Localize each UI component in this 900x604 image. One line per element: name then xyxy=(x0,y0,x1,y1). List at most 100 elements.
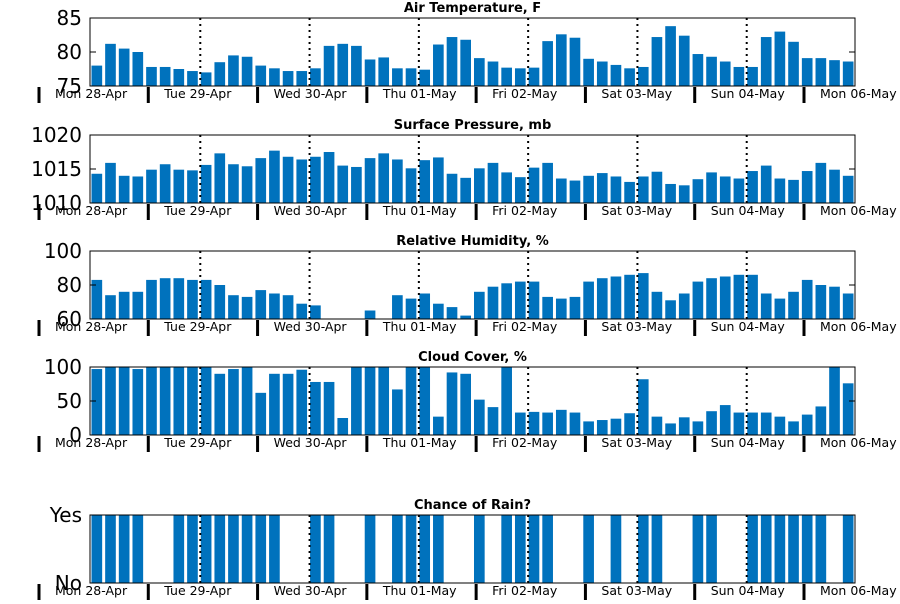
bar xyxy=(323,45,335,86)
bar xyxy=(241,515,253,583)
bar xyxy=(337,165,349,203)
bar xyxy=(323,152,335,203)
bar xyxy=(747,274,758,319)
bar xyxy=(842,293,854,319)
bar xyxy=(405,515,417,583)
axes-frame xyxy=(89,514,856,584)
bar xyxy=(801,515,813,583)
y-tick-label: 1015 xyxy=(31,157,82,181)
bar xyxy=(460,373,471,435)
bar xyxy=(555,298,567,319)
bar xyxy=(733,66,745,86)
bar xyxy=(173,515,185,583)
bar xyxy=(433,157,444,203)
bar xyxy=(296,369,308,435)
bar xyxy=(528,281,540,319)
bar xyxy=(733,178,745,203)
bar xyxy=(719,61,731,86)
bar xyxy=(514,281,526,319)
bar xyxy=(146,279,157,319)
bar xyxy=(378,153,390,203)
bar xyxy=(474,58,485,86)
bar xyxy=(392,389,403,435)
bar xyxy=(419,515,431,583)
x-tick-label: Fri 02-May xyxy=(492,435,558,450)
bar xyxy=(788,291,799,319)
bar xyxy=(105,295,116,319)
bar xyxy=(528,515,540,583)
bar xyxy=(651,515,663,583)
bar xyxy=(91,65,103,86)
bar xyxy=(405,168,417,203)
bar xyxy=(200,515,212,583)
bar xyxy=(146,169,157,203)
bar xyxy=(555,178,567,203)
bar xyxy=(105,515,116,583)
bar xyxy=(514,68,526,86)
bar xyxy=(146,367,157,435)
bar xyxy=(487,162,499,203)
bar xyxy=(118,291,130,319)
x-tick-label: Tue 29-Apr xyxy=(163,435,232,450)
bar xyxy=(310,68,321,86)
bar xyxy=(255,290,267,319)
bar xyxy=(474,399,485,435)
bar xyxy=(132,176,144,203)
x-tick-label: Mon 28-Apr xyxy=(55,583,128,598)
y-tick-label: Yes xyxy=(49,503,82,527)
bar xyxy=(200,367,212,435)
bar xyxy=(282,295,294,319)
bar xyxy=(829,286,840,319)
bar xyxy=(610,176,622,203)
bar xyxy=(378,367,390,435)
bar xyxy=(637,66,649,86)
bar xyxy=(446,372,458,435)
bar xyxy=(528,411,540,435)
x-tick-label: Mon 28-Apr xyxy=(55,203,128,218)
bar xyxy=(364,515,376,583)
bar xyxy=(774,178,786,203)
bar xyxy=(583,58,594,86)
bar xyxy=(555,409,567,435)
x-tick-label: Mon 28-Apr xyxy=(55,435,128,450)
bar xyxy=(692,515,704,583)
bar xyxy=(269,373,280,435)
bar xyxy=(678,293,690,319)
bar xyxy=(788,515,799,583)
bar xyxy=(419,160,431,203)
bar xyxy=(405,367,417,435)
bar xyxy=(173,69,185,86)
bar xyxy=(624,181,635,203)
bar xyxy=(323,515,335,583)
bar xyxy=(446,37,458,86)
bar xyxy=(747,412,758,435)
bar xyxy=(610,515,622,583)
bar xyxy=(747,515,758,583)
bar xyxy=(159,66,171,86)
x-tick-label: Tue 29-Apr xyxy=(163,203,232,218)
x-tick-label: Wed 30-Apr xyxy=(274,203,348,218)
bar xyxy=(392,159,403,203)
x-tick-label: Tue 29-Apr xyxy=(163,86,232,101)
bar xyxy=(337,43,349,86)
bar xyxy=(241,296,253,319)
x-tick-label: Thu 01-May xyxy=(382,86,457,101)
panel-title: Surface Pressure, mb xyxy=(394,118,552,133)
bar xyxy=(555,34,567,86)
y-tick-label: 1020 xyxy=(31,123,82,147)
bar xyxy=(842,383,854,435)
x-tick-label: Fri 02-May xyxy=(492,583,558,598)
bar xyxy=(706,515,717,583)
bar xyxy=(651,37,663,86)
bar xyxy=(364,367,376,435)
bar xyxy=(351,367,362,435)
bar xyxy=(514,515,526,583)
panel-title: Relative Humidity, % xyxy=(396,234,549,249)
y-tick-label: 75 xyxy=(57,74,82,98)
bar xyxy=(719,176,731,203)
x-tick-label: Mon 28-Apr xyxy=(55,319,128,334)
bar xyxy=(187,367,198,435)
bar xyxy=(433,416,444,435)
bar xyxy=(364,310,376,319)
x-tick-label: Sat 03-May xyxy=(601,86,672,101)
